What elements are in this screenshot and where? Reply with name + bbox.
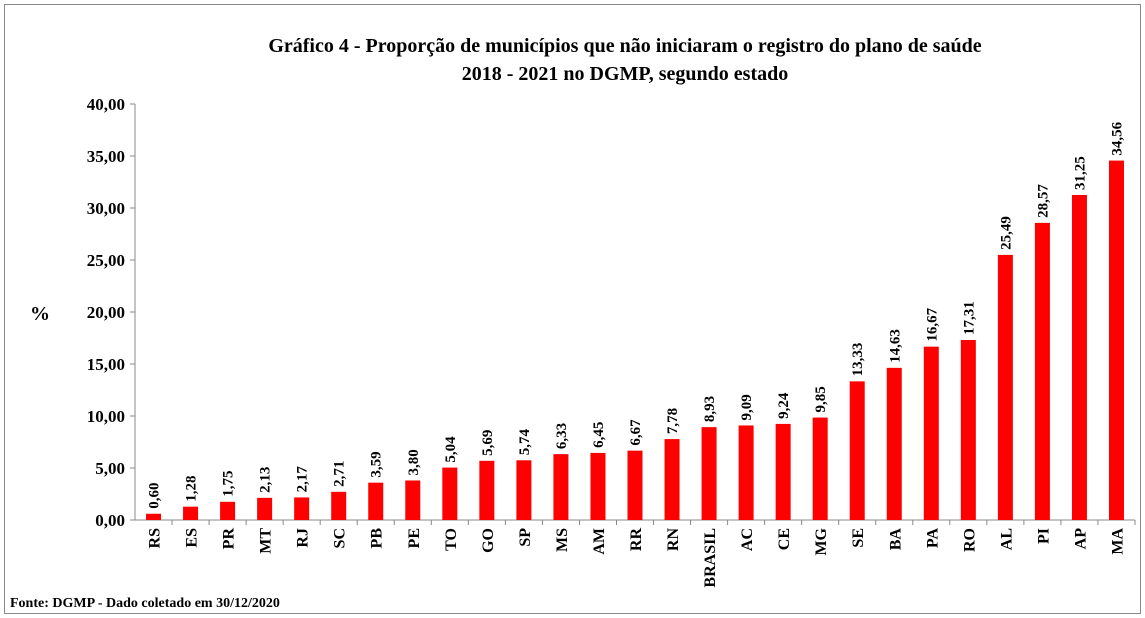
data-label: 9,24 (776, 392, 792, 419)
data-label: 13,33 (850, 343, 866, 377)
x-tick-label: RN (665, 528, 682, 552)
source-note: Fonte: DGMP - Dado coletado em 30/12/202… (10, 596, 280, 611)
data-label: 5,74 (517, 429, 533, 456)
bar (294, 497, 310, 520)
y-tick-label: 0,00 (95, 511, 125, 530)
x-tick-label: SC (332, 528, 349, 548)
bar (812, 417, 828, 520)
data-label: 28,57 (1035, 184, 1051, 218)
bar (1108, 160, 1124, 521)
bar (405, 480, 421, 520)
data-label: 0,60 (147, 483, 163, 509)
data-label: 9,09 (739, 394, 755, 420)
bar (627, 450, 643, 520)
bar (146, 513, 162, 520)
data-label: 1,75 (221, 471, 237, 497)
x-tick-label: MA (1109, 528, 1126, 555)
x-tick-label: RJ (295, 528, 312, 548)
bar (664, 439, 680, 520)
x-tick-label: PA (924, 528, 941, 549)
data-label: 14,63 (887, 329, 903, 363)
data-label: 8,93 (702, 396, 718, 422)
x-tick-label: AL (998, 528, 1015, 550)
bar (738, 425, 754, 520)
y-tick-label: 20,00 (87, 303, 125, 322)
data-label: 3,80 (406, 449, 422, 475)
data-label: 6,33 (554, 423, 570, 449)
x-tick-label: PR (221, 528, 238, 550)
data-label: 2,13 (258, 467, 274, 493)
data-label: 7,78 (665, 408, 681, 434)
data-label: 9,85 (813, 386, 829, 412)
data-label: 6,45 (591, 422, 607, 448)
x-tick-label: PE (406, 528, 423, 548)
data-label: 2,17 (295, 466, 311, 493)
data-label: 5,69 (480, 430, 496, 456)
x-tick-label: AC (739, 528, 756, 551)
data-label: 34,56 (1109, 121, 1125, 155)
x-tick-label: MS (554, 528, 571, 552)
data-label: 2,71 (332, 461, 348, 487)
x-tick-label: RO (961, 528, 978, 552)
x-tick-label: PB (369, 528, 386, 549)
x-tick-label: AP (1072, 528, 1089, 550)
x-tick-label: MT (258, 528, 275, 554)
data-label: 17,31 (961, 301, 977, 335)
y-tick-label: 30,00 (87, 199, 125, 218)
bar (1071, 195, 1087, 520)
data-label: 31,25 (1072, 156, 1088, 190)
chart-title: Gráfico 4 - Proporção de municípios que … (268, 35, 981, 57)
y-tick-label: 35,00 (87, 147, 125, 166)
bar (479, 460, 495, 520)
chart-border (4, 4, 1141, 614)
bar (1034, 222, 1050, 520)
bar (368, 482, 384, 520)
bar (701, 427, 717, 520)
bar (590, 452, 606, 520)
bar (886, 367, 902, 520)
y-tick-label: 40,00 (87, 95, 125, 114)
x-tick-label: CE (776, 528, 793, 550)
y-axis-label: % (30, 303, 50, 325)
x-tick-label: SE (850, 528, 867, 548)
y-tick-label: 15,00 (87, 355, 125, 374)
data-label: 5,04 (443, 436, 459, 463)
x-tick-label: GO (480, 528, 497, 553)
x-tick-label: PI (1035, 528, 1052, 544)
y-tick-label: 5,00 (95, 459, 125, 478)
x-tick-label: ES (184, 528, 201, 548)
bar (220, 501, 236, 520)
y-tick-label: 10,00 (87, 407, 125, 426)
data-label: 6,67 (628, 419, 644, 446)
x-tick-label: BRASIL (702, 528, 719, 588)
bar (960, 339, 976, 520)
bar (257, 497, 273, 520)
data-label: 3,59 (369, 451, 385, 477)
bar (516, 460, 532, 520)
data-label: 1,28 (184, 475, 200, 501)
bar (775, 423, 791, 520)
bar (997, 254, 1013, 521)
x-tick-label: SP (517, 528, 534, 547)
bar (183, 506, 199, 520)
x-tick-label: MG (813, 527, 830, 555)
data-label: 16,67 (924, 307, 940, 341)
bar (331, 491, 347, 520)
bar (923, 346, 939, 520)
x-tick-label: BA (887, 528, 904, 551)
bar (849, 381, 865, 520)
x-tick-label: AM (591, 528, 608, 555)
data-label: 25,49 (998, 216, 1014, 250)
bar (553, 454, 569, 520)
x-tick-label: TO (443, 528, 460, 551)
y-tick-label: 25,00 (87, 251, 125, 270)
bar (442, 467, 458, 520)
x-tick-label: RR (628, 528, 645, 552)
chart-title: 2018 - 2021 no DGMP, segundo estado (462, 63, 789, 85)
x-tick-label: RS (147, 528, 164, 549)
